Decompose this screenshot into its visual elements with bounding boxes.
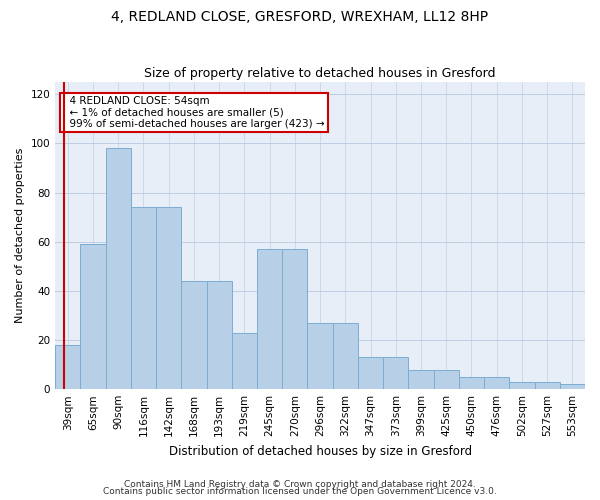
Bar: [55, 345, 80, 389]
Bar: [459, 377, 484, 389]
Title: Size of property relative to detached houses in Gresford: Size of property relative to detached ho…: [145, 66, 496, 80]
Bar: [156, 208, 181, 389]
Bar: [181, 281, 206, 389]
Bar: [409, 370, 434, 389]
Bar: [484, 377, 509, 389]
Bar: [282, 249, 307, 389]
Bar: [560, 384, 585, 389]
Y-axis label: Number of detached properties: Number of detached properties: [15, 148, 25, 324]
Bar: [257, 249, 282, 389]
Text: Contains public sector information licensed under the Open Government Licence v3: Contains public sector information licen…: [103, 487, 497, 496]
Bar: [535, 382, 560, 389]
Bar: [358, 357, 383, 389]
Bar: [232, 332, 257, 389]
Bar: [106, 148, 131, 389]
Bar: [307, 323, 332, 389]
Bar: [131, 208, 156, 389]
Bar: [434, 370, 459, 389]
X-axis label: Distribution of detached houses by size in Gresford: Distribution of detached houses by size …: [169, 444, 472, 458]
Bar: [509, 382, 535, 389]
Text: 4, REDLAND CLOSE, GRESFORD, WREXHAM, LL12 8HP: 4, REDLAND CLOSE, GRESFORD, WREXHAM, LL1…: [112, 10, 488, 24]
Bar: [332, 323, 358, 389]
Bar: [80, 244, 106, 389]
Text: Contains HM Land Registry data © Crown copyright and database right 2024.: Contains HM Land Registry data © Crown c…: [124, 480, 476, 489]
Bar: [383, 357, 409, 389]
Bar: [206, 281, 232, 389]
Text: 4 REDLAND CLOSE: 54sqm
  ← 1% of detached houses are smaller (5)
  99% of semi-d: 4 REDLAND CLOSE: 54sqm ← 1% of detached …: [63, 96, 325, 129]
